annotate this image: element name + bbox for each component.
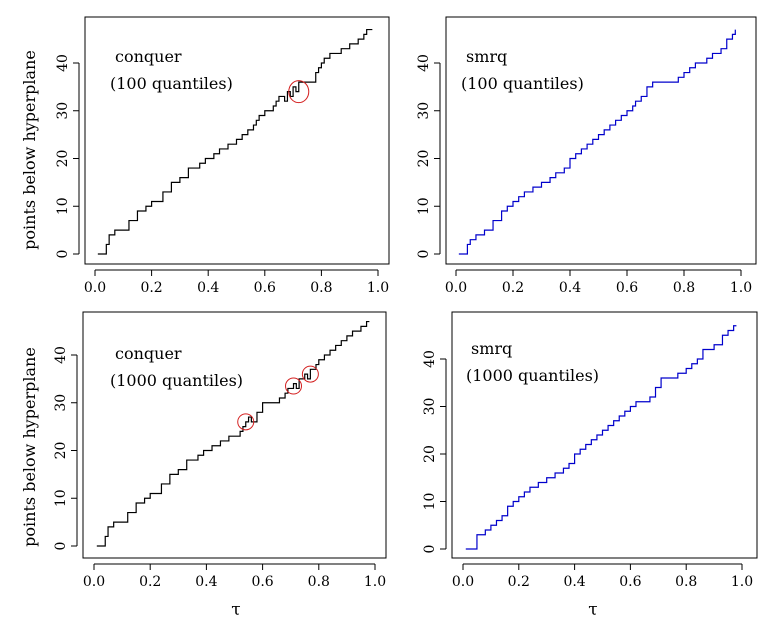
x-tick-label: 0.6	[254, 280, 276, 296]
annotation-method: smrq	[471, 339, 512, 358]
y-tick-label: 10	[422, 493, 438, 511]
x-tick-label: 0.2	[508, 574, 530, 590]
annotation-method: conquer	[115, 47, 182, 66]
series-step-line	[96, 320, 370, 547]
annotation-quantiles: (100 quantiles)	[461, 74, 584, 93]
x-tick-label: 0.6	[616, 280, 638, 296]
x-tick-label: 0.4	[197, 280, 219, 296]
y-tick-label: 20	[53, 442, 69, 460]
series-step-line	[97, 28, 373, 255]
x-tick-label: 0.4	[559, 280, 581, 296]
annotation-method: smrq	[466, 47, 507, 66]
y-tick-label: 10	[416, 197, 432, 215]
y-tick-label: 30	[55, 102, 71, 120]
x-tick-label: 0.2	[139, 574, 161, 590]
highlight-circle	[285, 377, 303, 395]
x-tick-label: 0.2	[140, 280, 162, 296]
x-tick-label: 0.0	[83, 574, 105, 590]
y-tick-label: 40	[416, 54, 432, 72]
y-tick-label: 0	[55, 250, 71, 259]
x-tick-label: 1.0	[364, 574, 386, 590]
y-tick-label: 40	[422, 350, 438, 368]
x-tick-label: 0.8	[308, 574, 330, 590]
chart-panel-2: 0.0 0.2 0.4 0.6 0.8 1.0 0 10 20 30 40 smrq (100 quan…	[416, 16, 757, 296]
y-tick-label: 30	[416, 102, 432, 120]
annotation-quantiles: (1000 quantiles)	[110, 371, 243, 390]
y-tick-label: 20	[416, 150, 432, 168]
x-tick-label: 0.8	[310, 280, 332, 296]
highlight-circle	[237, 413, 255, 431]
x-tick-label: 0.8	[673, 280, 695, 296]
y-axis-label-top: points below hyperplane	[20, 50, 39, 250]
y-tick-label: 30	[53, 394, 69, 412]
highlight-circle	[301, 365, 319, 383]
y-tick-label: 40	[55, 54, 71, 72]
chart-panel-1: 0.0 0.2 0.4 0.6 0.8 1.0 0 10 20 30 40 conquer (100 q…	[55, 16, 390, 296]
x-tick-label: 0.0	[445, 280, 467, 296]
highlight-circle	[288, 80, 310, 104]
plot-frame	[445, 16, 757, 265]
series-step-line	[458, 29, 736, 255]
x-tick-label: 1.0	[730, 280, 752, 296]
y-tick-label: 10	[53, 489, 69, 507]
annotation-method: conquer	[115, 344, 182, 363]
x-tick-label: 1.0	[367, 280, 389, 296]
plot-frame	[84, 16, 390, 265]
y-tick-label: 10	[55, 197, 71, 215]
plot-frame	[451, 311, 758, 559]
x-tick-label: 0.0	[452, 574, 474, 590]
x-tick-label: 1.0	[731, 574, 753, 590]
x-tick-label: 0.4	[563, 574, 585, 590]
x-tick-label: 0.0	[84, 280, 106, 296]
x-tick-label: 0.6	[619, 574, 641, 590]
chart-panel-3: 0.0 0.2 0.4 0.6 0.8 1.0 0 10 20 30 40 conquer (1000 …	[53, 311, 387, 590]
y-tick-label: 20	[55, 150, 71, 168]
y-tick-label: 30	[422, 398, 438, 416]
y-tick-label: 20	[422, 445, 438, 463]
y-axis-label-bottom: points below hyperplane	[20, 347, 39, 547]
y-tick-label: 40	[53, 346, 69, 364]
x-tick-label: 0.4	[195, 574, 217, 590]
y-tick-label: 0	[53, 542, 69, 551]
plot-frame	[82, 311, 387, 559]
annotation-quantiles: (100 quantiles)	[110, 74, 233, 93]
x-axis-label-right: τ	[588, 600, 597, 620]
x-axis-label-left: τ	[231, 600, 240, 620]
y-tick-label: 0	[422, 545, 438, 554]
annotation-quantiles: (1000 quantiles)	[466, 366, 599, 385]
x-tick-label: 0.6	[251, 574, 273, 590]
chart-panel-4: 0.0 0.2 0.4 0.6 0.8 1.0 0 10 20 30 40 smrq (1000 qua…	[422, 311, 758, 590]
x-tick-label: 0.8	[675, 574, 697, 590]
x-tick-label: 0.2	[502, 280, 524, 296]
series-step-line	[465, 325, 737, 550]
y-tick-label: 0	[416, 250, 432, 259]
